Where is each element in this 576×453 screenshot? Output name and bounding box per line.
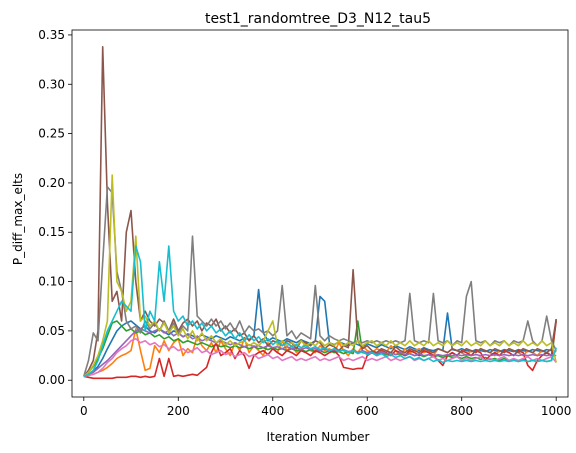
y-tick-label: 0.05 [38, 324, 65, 338]
plot-frame [71, 29, 569, 398]
series-line-7 [83, 337, 557, 378]
x-tick-label: 200 [167, 404, 190, 418]
x-tick-label: 0 [80, 404, 88, 418]
series-layer [83, 45, 557, 380]
y-tick-label: 0.00 [38, 373, 65, 387]
x-tick-label: 400 [261, 404, 284, 418]
x-tick-label: 600 [356, 404, 379, 418]
y-tick-label: 0.25 [38, 127, 65, 141]
series-line-5 [83, 328, 557, 378]
plot-area [71, 29, 569, 398]
x-tick-label: 800 [450, 404, 473, 418]
x-axis-label: Iteration Number [267, 430, 370, 444]
y-axis: 0.00 0.05 0.10 0.15 0.20 0.25 0.30 0.35 [38, 28, 72, 387]
y-tick-label: 0.15 [38, 225, 65, 239]
x-axis: 0 200 400 600 800 1000 [80, 397, 571, 418]
y-tick-label: 0.20 [38, 176, 65, 190]
x-tick-label: 1000 [541, 404, 572, 418]
chart-title: test1_randomtree_D3_N12_tau5 [205, 11, 431, 27]
y-axis-label: P_diff_max_elts [11, 173, 25, 265]
series-line-10 [83, 245, 557, 378]
series-line-6 [83, 45, 557, 377]
y-tick-label: 0.30 [38, 77, 65, 91]
y-tick-label: 0.35 [38, 28, 65, 42]
y-tick-label: 0.10 [38, 275, 65, 289]
series-line-9 [83, 174, 557, 377]
